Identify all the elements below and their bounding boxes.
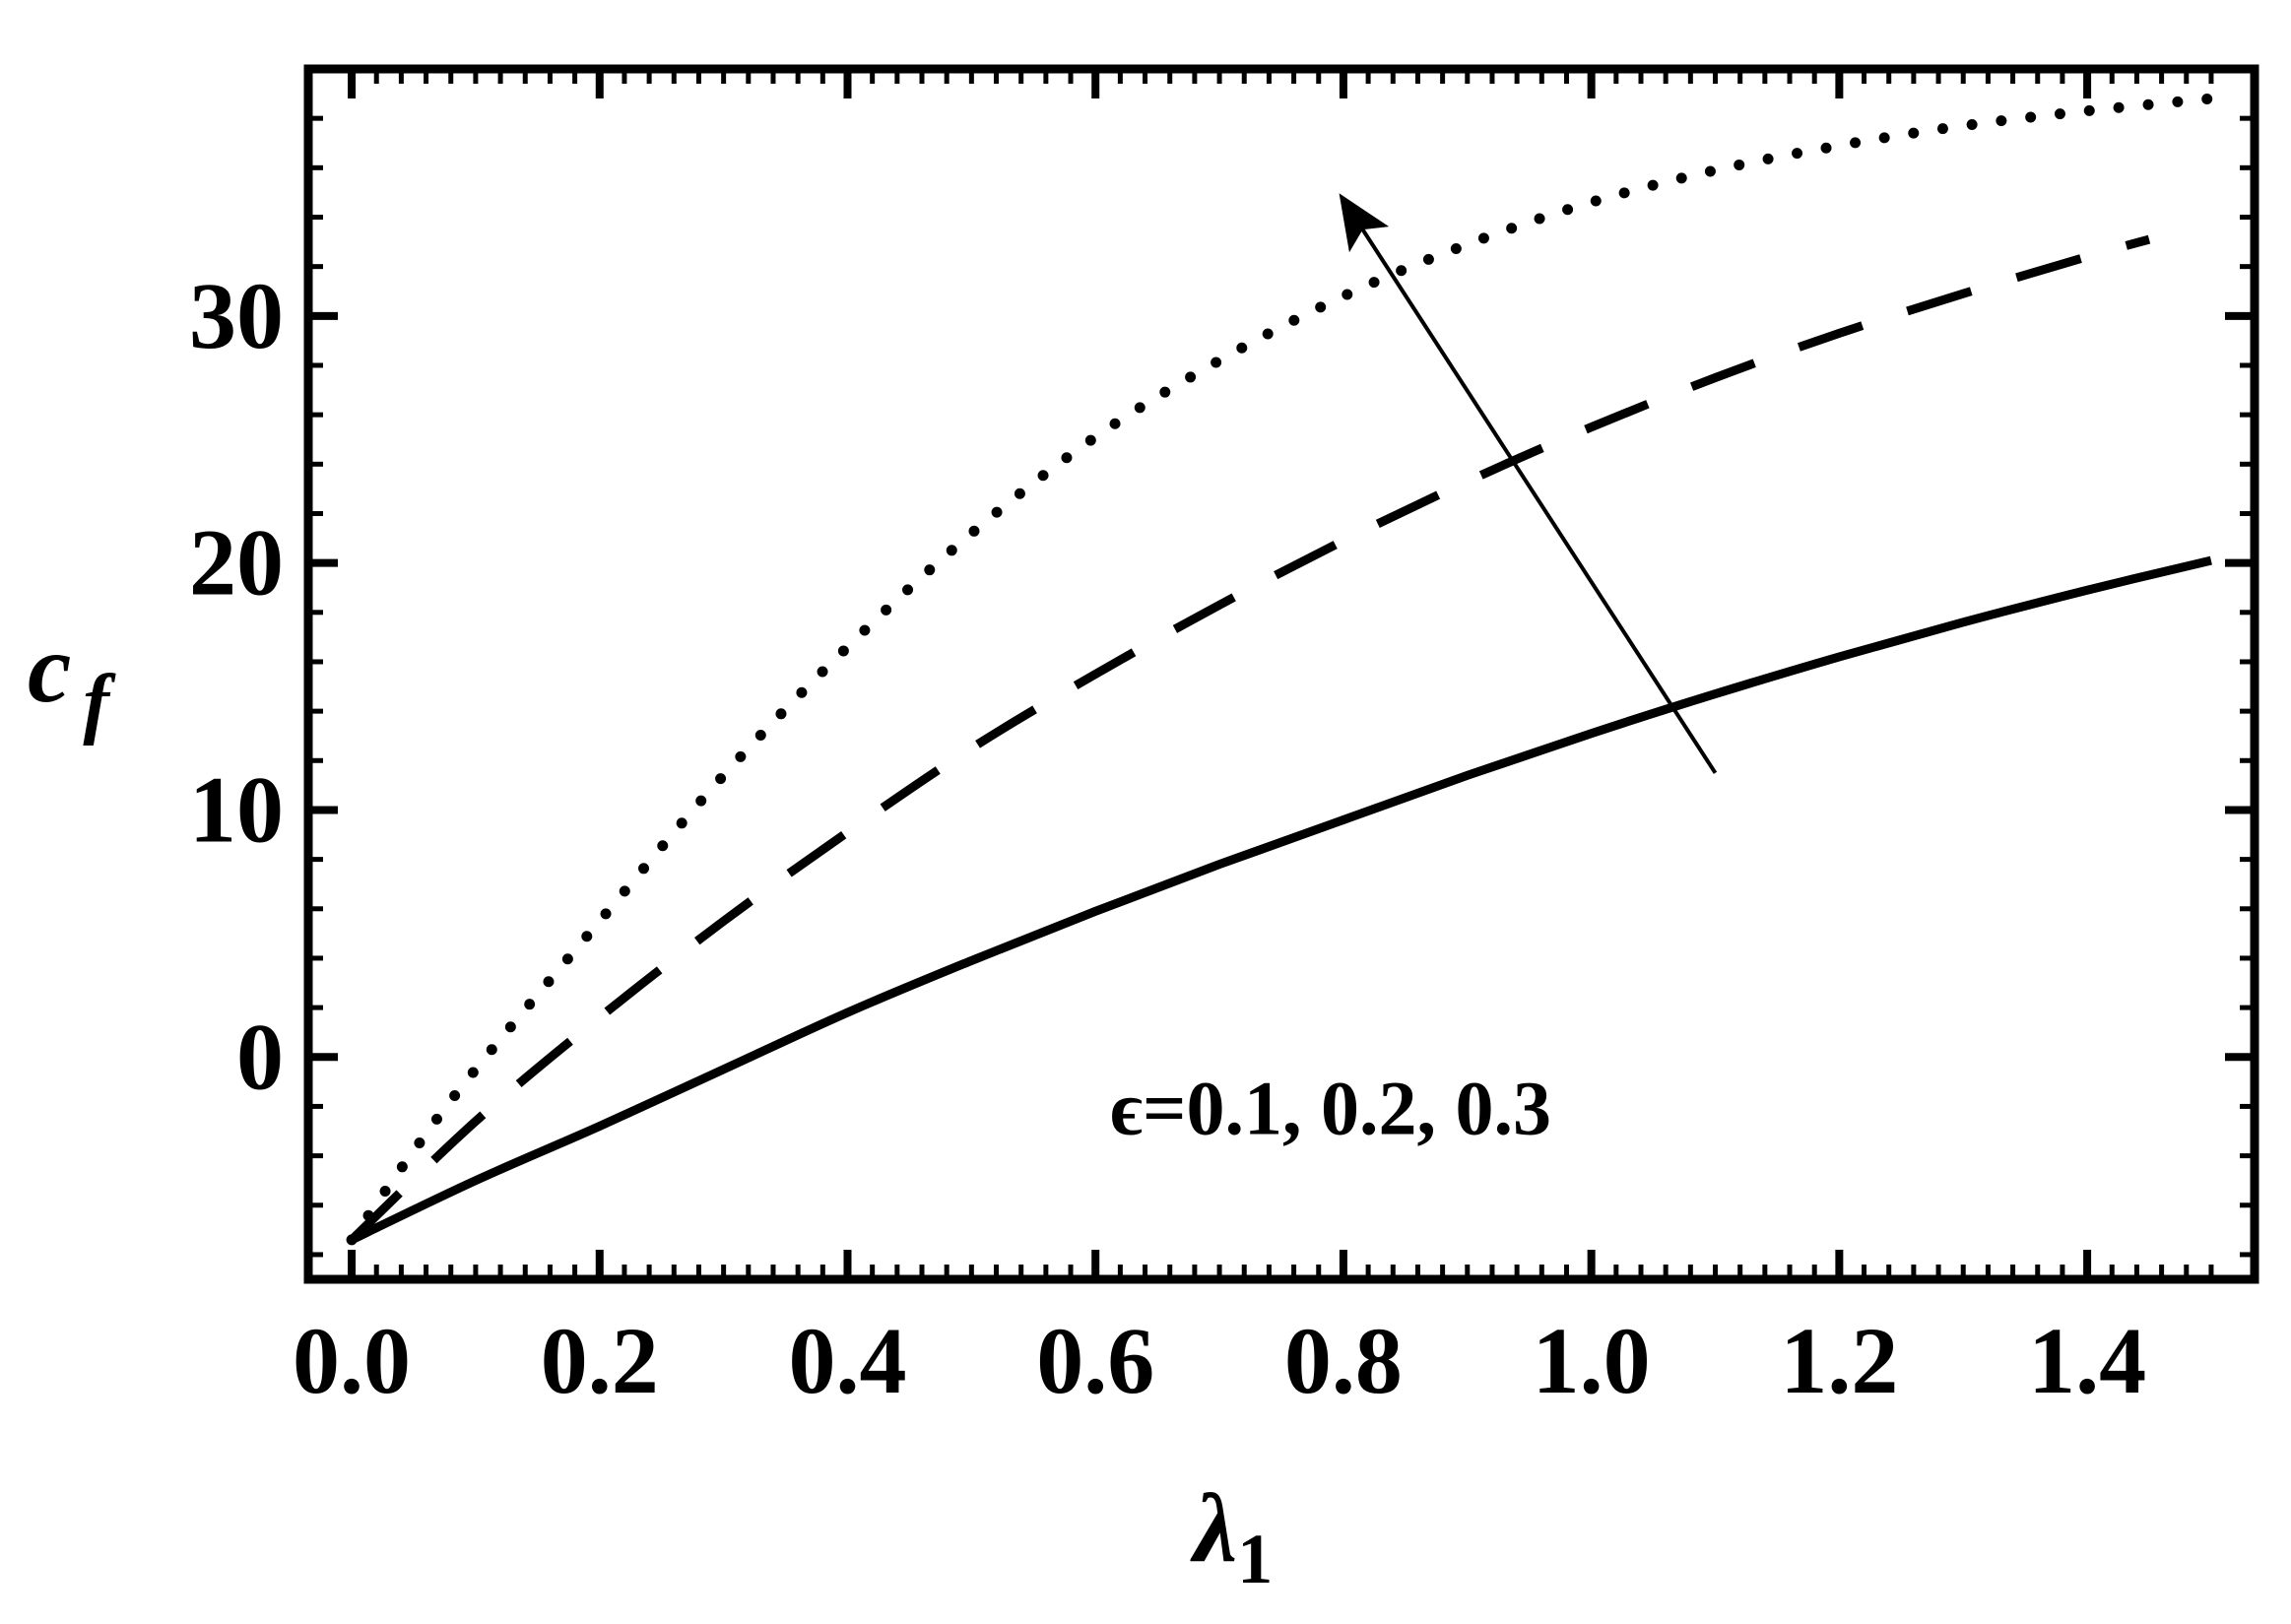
y-tick-label: 30 — [189, 263, 284, 368]
trend-arrow — [1339, 193, 1718, 774]
x-tick-label: 1.0 — [1533, 1308, 1651, 1413]
x-tick-label: 1.2 — [1780, 1308, 1898, 1413]
ticks — [308, 69, 2255, 1279]
x-axis-title: λ1 — [1190, 1473, 1273, 1598]
y-tick-label: 10 — [189, 756, 284, 862]
x-tick-label: 0.8 — [1284, 1308, 1403, 1413]
annotation-label: ϵ=0.1, 0.2, 0.3 — [1110, 1065, 1551, 1150]
x-tick-label: 0.0 — [293, 1308, 411, 1413]
arrow — [1339, 193, 1718, 774]
y-tick-label: 0 — [236, 1004, 284, 1109]
x-tick-label: 1.4 — [2028, 1308, 2146, 1413]
series-dashed-line — [348, 234, 2151, 1244]
curves — [346, 93, 2217, 1246]
y-tick-label: 20 — [189, 510, 284, 616]
x-tick-label: 0.2 — [541, 1308, 659, 1413]
series-dotted-line — [346, 93, 2217, 1246]
x-tick-label: 0.4 — [788, 1308, 906, 1413]
series-solid-line — [350, 555, 2212, 1244]
plot-frame — [303, 64, 2259, 1284]
labels: 0.0 0.2 0.4 0.6 0.8 1.0 1.2 1.4 0 10 20 30 — [189, 263, 2146, 1413]
x-tick-label: 0.6 — [1036, 1308, 1154, 1413]
